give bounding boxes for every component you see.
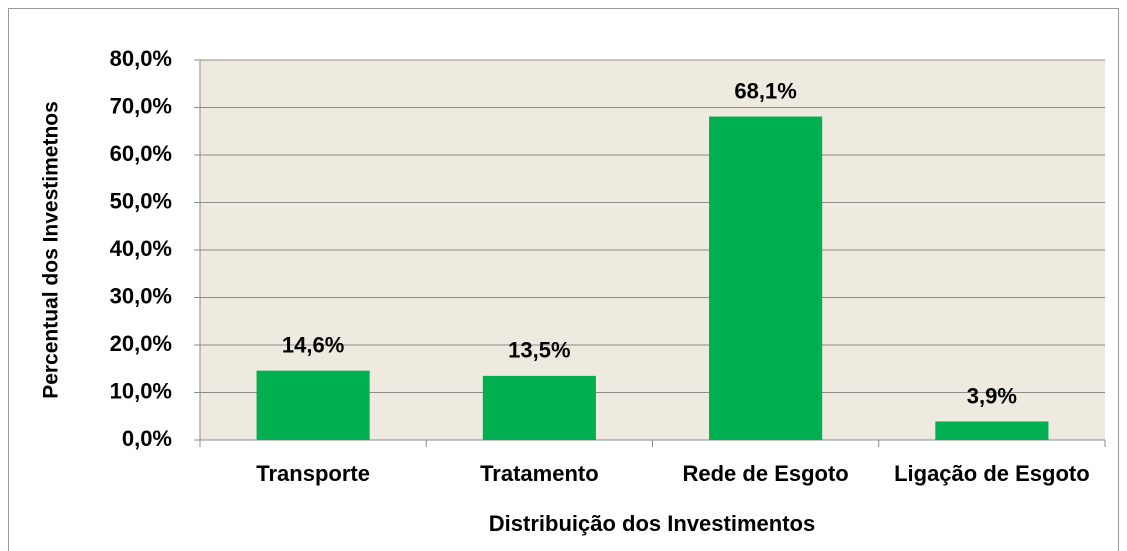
data-label: 68,1%	[734, 78, 796, 103]
y-axis-title: Percentual dos Investimetnos	[40, 101, 63, 399]
y-tick-label: 30,0%	[110, 283, 172, 308]
y-tick-label: 50,0%	[110, 188, 172, 213]
y-tick-label: 0,0%	[122, 426, 172, 451]
bar	[709, 116, 823, 441]
bar	[482, 375, 596, 440]
bar	[935, 421, 1049, 440]
x-tick-label: Ligação de Esgoto	[894, 461, 1090, 486]
y-tick-label: 20,0%	[110, 331, 172, 356]
y-tick-label: 80,0%	[110, 46, 172, 71]
y-tick-label: 40,0%	[110, 236, 172, 261]
data-label: 13,5%	[508, 338, 570, 363]
data-label: 14,6%	[282, 332, 344, 357]
x-tick-label: Rede de Esgoto	[683, 461, 849, 486]
x-tick-label: Tratamento	[480, 461, 599, 486]
y-tick-label: 60,0%	[110, 141, 172, 166]
x-axis-title: Distribuição dos Investimentos	[489, 511, 815, 536]
y-tick-label: 10,0%	[110, 378, 172, 403]
data-label: 3,9%	[967, 383, 1017, 408]
x-tick-label: Transporte	[256, 461, 370, 486]
y-tick-label: 70,0%	[110, 93, 172, 118]
bar	[256, 370, 370, 440]
